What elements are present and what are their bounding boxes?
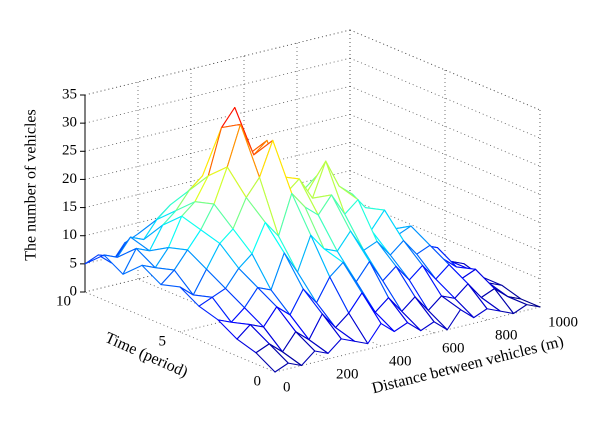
grid-line — [84, 85, 351, 152]
x-tick-label: 200 — [336, 366, 359, 382]
z-tick-label: 35 — [62, 86, 77, 102]
z-tick-label: 25 — [62, 143, 77, 159]
x-tick-label: 0 — [283, 379, 291, 395]
y-tick-label: 10 — [56, 293, 71, 309]
x-tick-label: 600 — [442, 340, 465, 356]
y-axis-label: Time (period) — [102, 329, 190, 381]
y-tick-label: 5 — [159, 333, 167, 349]
grid-line — [84, 29, 351, 96]
z-tick-label: 15 — [62, 199, 77, 215]
grid-line — [274, 306, 541, 373]
z-axis-label: The number of vehicles — [23, 109, 40, 261]
z-tick-label: 30 — [62, 115, 77, 131]
x-tick-label: 1000 — [548, 314, 578, 330]
z-tick-label: 0 — [70, 283, 78, 299]
mesh-cell — [255, 343, 289, 373]
z-tick-label: 10 — [62, 227, 77, 243]
x-tick-label: 800 — [495, 327, 518, 343]
x-tick-label: 400 — [389, 353, 412, 369]
y-tick-label: 0 — [254, 373, 262, 389]
grid-line — [84, 57, 351, 124]
z-tick-label: 5 — [70, 255, 78, 271]
z-tick-label: 20 — [62, 171, 77, 187]
